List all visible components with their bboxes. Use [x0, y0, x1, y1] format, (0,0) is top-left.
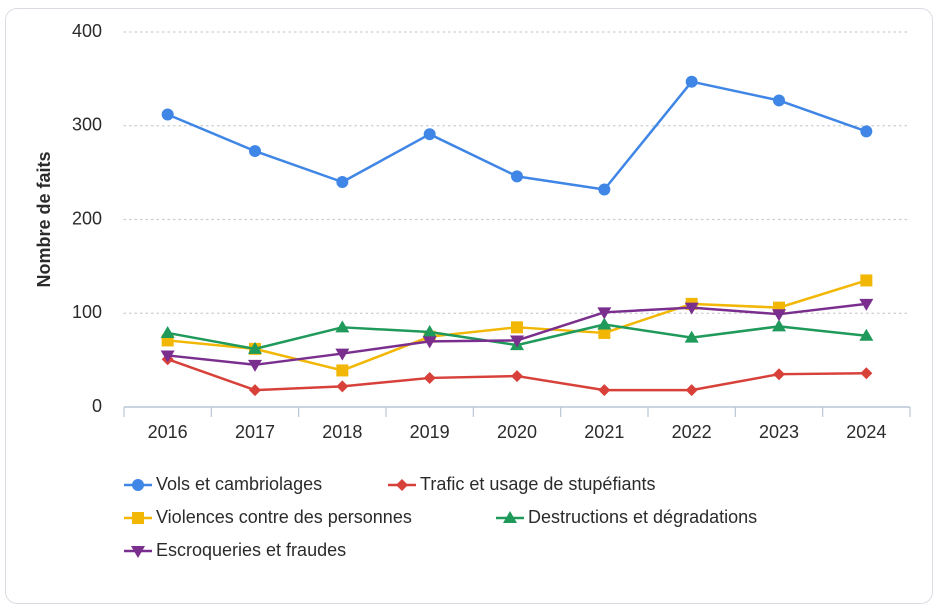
legend: Vols et cambriolages Trafic et usage de s…: [124, 474, 757, 560]
data-point: [684, 330, 699, 343]
data-point: [161, 108, 174, 121]
data-point: [511, 321, 523, 334]
data-point: [685, 75, 698, 88]
series-3: [161, 274, 873, 377]
data-point: [685, 384, 698, 397]
data-point: [598, 183, 611, 196]
y-tick-label: 100: [72, 302, 102, 322]
legend-label: Vols et cambriolages: [156, 474, 322, 494]
data-point: [422, 336, 437, 349]
x-tick-label: 2016: [148, 422, 188, 442]
legend-label: Destructions et dégradations: [528, 507, 757, 527]
legend-marker: [132, 479, 144, 491]
y-tick-label: 200: [72, 208, 102, 228]
x-tick-label: 2019: [410, 422, 450, 442]
data-point: [422, 325, 437, 337]
data-point: [597, 307, 612, 320]
legend-item: Violences contre des personnes: [124, 507, 412, 527]
data-point: [336, 364, 349, 377]
data-point: [773, 368, 785, 381]
legend-item: Destructions et dégradations: [496, 507, 757, 527]
data-point: [772, 309, 786, 322]
data-point: [249, 384, 261, 397]
data-point: [511, 170, 523, 183]
y-tick-label: 300: [72, 115, 102, 135]
legend-item: Escroqueries et fraudes: [124, 540, 346, 560]
data-point: [248, 341, 262, 354]
data-point: [860, 125, 873, 138]
data-point: [773, 94, 785, 107]
data-point: [511, 370, 523, 383]
legend-item: Vols et cambriolages: [124, 474, 322, 494]
x-tick-label: 2021: [584, 422, 624, 442]
data-series: [160, 75, 874, 397]
data-point: [336, 176, 349, 188]
data-point: [597, 317, 612, 330]
data-point: [859, 328, 874, 341]
x-tick-label: 2018: [322, 422, 362, 442]
legend-marker: [396, 479, 408, 491]
data-point: [249, 145, 261, 158]
data-point: [160, 350, 175, 363]
data-point: [772, 319, 786, 332]
legend-label: Violences contre des personnes: [156, 507, 412, 527]
data-point: [598, 326, 611, 339]
data-point: [423, 371, 436, 384]
x-axis: 2016 2017 2018 2019 2020 2021 2022 2023 2024: [123, 406, 911, 442]
legend-marker: [132, 512, 144, 524]
y-axis-label: Nombre de faits: [34, 151, 54, 287]
data-point: [598, 384, 611, 397]
data-point: [510, 335, 524, 348]
series-5: [160, 298, 874, 372]
data-point: [336, 380, 349, 393]
legend-label: Escroqueries et fraudes: [156, 540, 346, 560]
y-axis-ticks: 0 100 200 300 400: [72, 21, 102, 416]
data-point: [160, 325, 175, 338]
legend-marker: [131, 546, 145, 558]
data-point: [335, 348, 350, 361]
legend-label: Trafic et usage de stupéfiants: [420, 474, 655, 494]
series-2: [161, 353, 873, 397]
data-point: [860, 274, 873, 287]
legend-marker: [503, 511, 517, 523]
data-point: [248, 359, 262, 372]
legend-item: Trafic et usage de stupéfiants: [388, 474, 655, 494]
data-point: [860, 367, 873, 380]
x-tick-label: 2020: [497, 422, 537, 442]
y-tick-label: 400: [72, 21, 102, 41]
data-point: [335, 320, 350, 333]
data-point: [684, 302, 699, 315]
x-tick-label: 2022: [672, 422, 712, 442]
x-tick-label: 2024: [846, 422, 886, 442]
data-point: [423, 128, 436, 141]
data-point: [859, 298, 874, 311]
y-tick-label: 0: [92, 396, 102, 416]
x-tick-label: 2023: [759, 422, 799, 442]
series-1: [161, 75, 873, 196]
x-tick-label: 2017: [235, 422, 275, 442]
